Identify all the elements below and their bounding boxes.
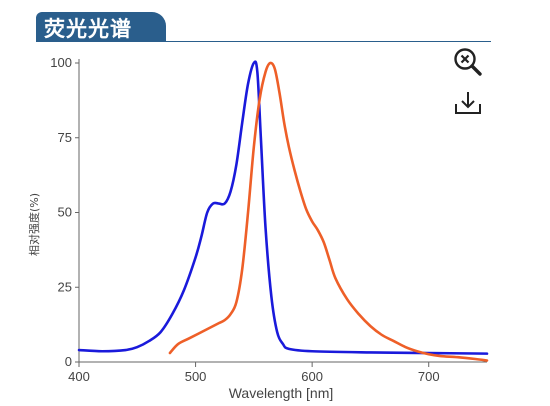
x-tick-label: 500 [185,369,207,384]
download-icon [455,92,481,114]
series-line-2 [168,61,489,362]
y-tick-label: 0 [65,354,72,369]
x-axis-title: Wavelength [nm] [229,385,334,401]
header-divider [36,41,491,42]
y-tick-label: 75 [58,130,72,145]
zoom-out-button[interactable] [452,46,484,78]
header-tab [36,12,166,42]
y-tick-label: 25 [58,279,72,294]
panel-title: 荧光光谱 [44,17,132,41]
x-tick-label: 400 [68,369,90,384]
series-line-1 [77,60,489,355]
y-axis-title: 相对强度(%) [27,193,41,256]
axes: 0 25 50 75 100 400 500 600 700 [50,55,487,384]
y-tick-label: 100 [50,55,72,70]
series-layer [77,60,489,362]
x-tick-label: 700 [418,369,440,384]
y-tick-label: 50 [58,205,72,220]
download-button[interactable] [452,88,484,120]
zoom-out-icon [454,48,482,76]
x-tick-label: 600 [301,369,323,384]
